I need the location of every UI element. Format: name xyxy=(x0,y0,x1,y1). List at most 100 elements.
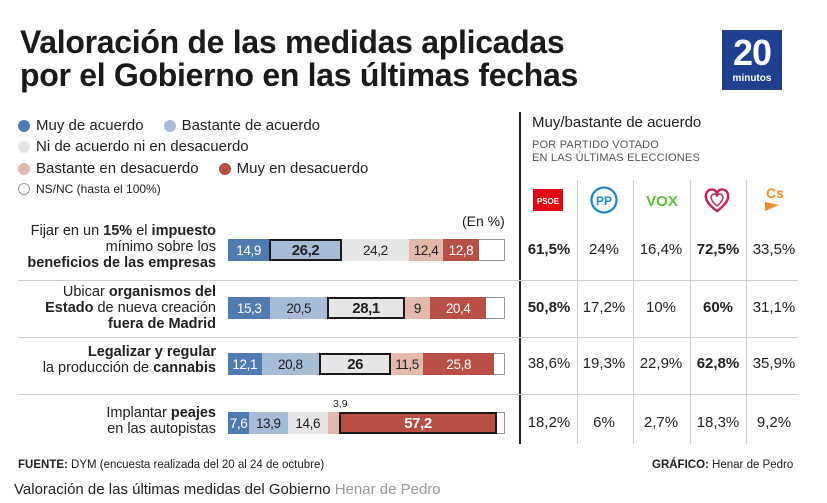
svg-text:Cs: Cs xyxy=(766,185,784,201)
party-percentage-cell: 16,4% xyxy=(639,241,683,258)
bar-segment: 12,4 xyxy=(408,239,444,261)
bar-value-label: 25,8 xyxy=(446,356,472,372)
20minutos-logo: 20 minutos xyxy=(722,30,782,90)
party-percentage-cell: 72,5% xyxy=(696,241,740,258)
logo-word: minutos xyxy=(732,73,772,84)
legend-dot-bastante-desacuerdo-icon xyxy=(18,162,30,175)
caption-text: Valoración de las últimas medidas del Go… xyxy=(14,481,331,498)
bar-segment: 13,9 xyxy=(249,412,288,434)
vox-logo-svg: VOX xyxy=(646,193,678,210)
footer-source-label: FUENTE: xyxy=(18,459,68,471)
legend-label: Ni de acuerdo ni en desacuerdo xyxy=(36,138,249,155)
party-percentage-cell: 2,7% xyxy=(643,414,679,431)
row-label: Legalizar y regular la producción de can… xyxy=(0,344,216,376)
party-percentage-cell: 22,9% xyxy=(639,355,683,372)
bar-segment: 15,3 xyxy=(228,297,271,319)
bar-value-label: 15,3 xyxy=(236,300,262,316)
bar-segment: 11,5 xyxy=(391,353,423,375)
bar-value-label: 12,4 xyxy=(413,242,439,258)
legend-dot-ni-icon xyxy=(18,140,30,153)
cs-logo-svg: Cs xyxy=(765,185,784,211)
legend-row-1: Muy de acuerdo Bastante de acuerdo xyxy=(18,117,340,134)
party-percentage-cell: 60% xyxy=(702,299,734,316)
bar-segment: 24,2 xyxy=(341,239,409,261)
bar-segment: 12,1 xyxy=(228,353,262,375)
bar-segment: 25,8 xyxy=(423,353,495,375)
party-column-divider xyxy=(633,180,634,444)
legend-row-2: Ni de acuerdo ni en desacuerdo xyxy=(18,138,269,155)
legend-label: Bastante de acuerdo xyxy=(181,117,321,134)
psoe-logo-icon: PSOE xyxy=(532,186,564,214)
svg-text:VOX: VOX xyxy=(646,193,678,210)
row-label-bold: cannabis xyxy=(153,360,216,376)
party-percentage-cell: 18,2% xyxy=(527,414,571,431)
bar-value-label: 20,4 xyxy=(445,300,471,316)
row-divider-3 xyxy=(18,394,798,395)
legend-label: Muy en desacuerdo xyxy=(236,160,369,177)
bar-value-label: 11,5 xyxy=(395,356,419,372)
row-divider-2 xyxy=(18,337,798,338)
party-percentage-cell: 6% xyxy=(593,414,615,431)
svg-text:PP: PP xyxy=(596,194,612,208)
legend-label: NS/NC (hasta el 100%) xyxy=(36,182,161,196)
row-label-bold: fuera de Madrid xyxy=(108,316,216,332)
legend-item-ni: Ni de acuerdo ni en desacuerdo xyxy=(18,138,249,155)
bar-segment: 12,8 xyxy=(443,239,479,261)
bar-segment: 9 xyxy=(405,297,430,319)
party-percentage-cell: 35,9% xyxy=(752,355,796,372)
row-label-bold: 15% xyxy=(103,223,133,239)
bar-segment xyxy=(327,412,339,434)
row-label-text: la producción de xyxy=(42,360,150,376)
bar-segment: 14,9 xyxy=(228,239,270,261)
bar-segment: 20,4 xyxy=(429,297,487,319)
row-label: Ubicar organismos del Estado de nueva cr… xyxy=(0,284,216,332)
party-percentage-cell: 33,5% xyxy=(752,241,796,258)
party-header-title: Muy/bastante de acuerdo xyxy=(532,114,702,131)
row-label-bold: organismos del Estado xyxy=(45,284,216,316)
bar-segment: 57,2 xyxy=(338,412,498,434)
row-label-text: Ubicar xyxy=(62,284,109,300)
bar-value-label: 20,8 xyxy=(277,356,303,372)
bar-value-label: 12,1 xyxy=(232,356,258,372)
party-percentage-cell: 19,3% xyxy=(582,355,626,372)
legend-row-4: NS/NC (hasta el 100%) xyxy=(18,182,181,196)
legend-item-muy-acuerdo: Muy de acuerdo xyxy=(18,117,144,134)
unit-label: (En %) xyxy=(462,213,505,229)
row-label-text: el xyxy=(132,223,152,239)
bar-value-label: 14,6 xyxy=(295,415,321,431)
bar-value-label: 13,9 xyxy=(255,415,281,431)
bar-segment: 7,6 xyxy=(228,412,250,434)
party-percentage-cell: 61,5% xyxy=(527,241,571,258)
party-percentage-cell: 18,3% xyxy=(696,414,740,431)
bar-value-label: 24,2 xyxy=(363,242,388,258)
podemos-heart-svg xyxy=(704,188,730,213)
row-label-text: Implantar xyxy=(106,405,171,421)
row-label-text: Fijar en un xyxy=(30,223,104,239)
legend-item-muy-desacuerdo: Muy en desacuerdo xyxy=(218,160,369,177)
footer-graphic: GRÁFICO: Henar de Pedro xyxy=(652,459,793,471)
chart-title: Valoración de las medidas aplicadas por … xyxy=(20,26,660,92)
title-line-2: por el Gobierno en las últimas fechas xyxy=(20,57,578,93)
legend-dot-muy-acuerdo-icon xyxy=(18,119,30,132)
legend-item-nsnc: NS/NC (hasta el 100%) xyxy=(18,182,161,196)
party-column-divider xyxy=(577,180,578,444)
title-line-1: Valoración de las medidas aplicadas xyxy=(20,24,565,60)
main-divider xyxy=(519,112,521,444)
row-label-text: en las autopistas xyxy=(107,421,216,437)
pp-logo-icon: PP xyxy=(588,186,620,214)
row-label-text: mínimo sobre los xyxy=(105,239,216,255)
legend-dot-muy-desacuerdo-icon xyxy=(218,162,231,175)
row-label-bold: Legalizar y regular xyxy=(87,344,216,360)
bar-value-label: 28,1 xyxy=(352,299,380,317)
legend-dot-bastante-acuerdo-icon xyxy=(163,119,176,132)
bar-value-label: 26 xyxy=(347,355,364,373)
party-percentage-cell: 10% xyxy=(645,299,677,316)
legend-item-bastante-acuerdo: Bastante de acuerdo xyxy=(163,117,321,134)
row-label: Implantar peajes en las autopistas xyxy=(0,405,216,437)
vox-logo-icon: VOX xyxy=(644,186,680,214)
bar-value-label: 7,6 xyxy=(229,415,248,431)
bar-segment: 20,8 xyxy=(261,353,320,375)
legend-label: Bastante en desacuerdo xyxy=(36,160,199,177)
